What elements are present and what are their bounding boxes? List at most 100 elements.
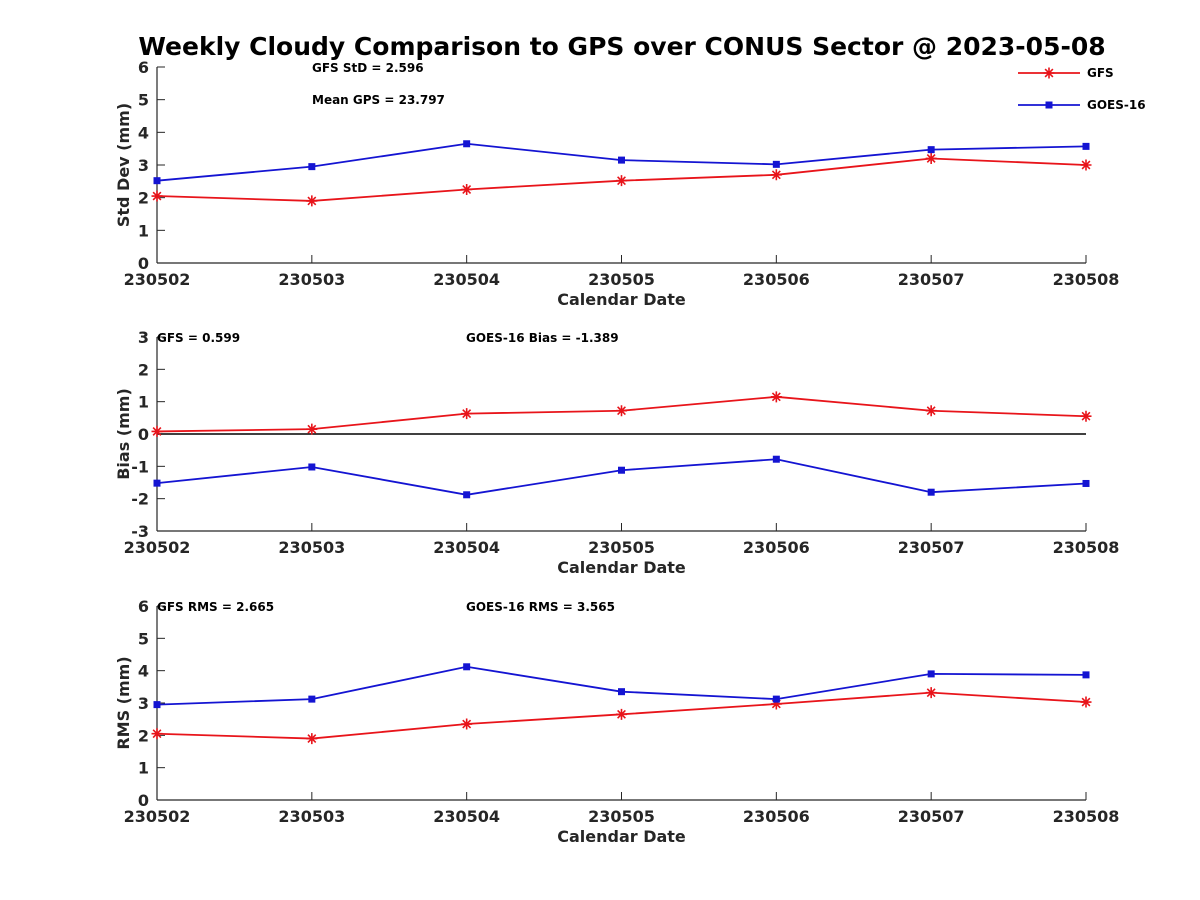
stat-annotation: GOES-16 Bias = -1.389: [466, 331, 619, 345]
x-tick-label: 230507: [898, 270, 965, 289]
y-axis-label: RMS (mm): [114, 656, 133, 749]
data-point: [308, 695, 316, 703]
legend-marker: [1045, 101, 1053, 109]
x-tick-label: 230504: [433, 807, 500, 826]
legend-label: GFS: [1087, 66, 1114, 80]
y-tick-label: 0: [138, 254, 149, 273]
data-point: [463, 140, 471, 148]
data-point: [153, 701, 161, 709]
data-point: [151, 728, 163, 740]
legend-marker: [1043, 67, 1055, 79]
y-tick-label: -2: [131, 490, 149, 509]
chart-title: Weekly Cloudy Comparison to GPS over CON…: [138, 32, 1105, 61]
series-gfs: [151, 687, 1092, 745]
legend: GFS GOES-16: [1018, 66, 1146, 112]
legend-item: GOES-16: [1018, 98, 1146, 112]
data-point: [925, 152, 937, 164]
x-tick-label: 230508: [1053, 538, 1120, 557]
x-axis-label: Calendar Date: [557, 827, 686, 846]
y-tick-label: -1: [131, 457, 149, 476]
x-axis-label: Calendar Date: [557, 290, 686, 309]
series-gfs: [151, 391, 1092, 437]
data-point: [927, 146, 935, 154]
series-line: [156, 665, 1087, 706]
y-axis-label: Bias (mm): [114, 388, 133, 480]
data-point: [925, 687, 937, 699]
y-tick-label: 3: [138, 694, 149, 713]
y-axis-label: Std Dev (mm): [114, 103, 133, 227]
y-tick-label: 2: [138, 189, 149, 208]
x-tick-label: 230503: [278, 538, 345, 557]
data-point: [927, 488, 935, 496]
data-point: [772, 695, 780, 703]
stat-annotation: GFS RMS = 2.665: [157, 600, 274, 614]
x-tick-label: 230502: [124, 807, 191, 826]
x-tick-label: 230503: [278, 270, 345, 289]
y-tick-label: 6: [138, 58, 149, 77]
x-tick-label: 230502: [124, 538, 191, 557]
y-tick-label: 1: [138, 393, 149, 412]
y-tick-label: 0: [138, 791, 149, 810]
series-goes-16: [153, 663, 1090, 709]
stat-annotation: GFS = 0.599: [157, 331, 240, 345]
data-point: [1080, 159, 1092, 171]
data-point: [463, 491, 471, 499]
x-axis-label: Calendar Date: [557, 558, 686, 577]
y-tick-label: 4: [138, 662, 149, 681]
y-tick-label: 0: [138, 425, 149, 444]
x-tick-label: 230502: [124, 270, 191, 289]
y-tick-label: 3: [138, 328, 149, 347]
data-point: [1082, 142, 1090, 150]
x-tick-label: 230506: [743, 270, 810, 289]
y-tick-label: 2: [138, 726, 149, 745]
y-tick-label: 4: [138, 123, 149, 142]
data-point: [927, 670, 935, 678]
data-point: [616, 405, 627, 417]
data-point: [153, 177, 161, 185]
y-tick-label: 1: [138, 759, 149, 778]
y-tick-label: 2: [138, 360, 149, 379]
data-point: [308, 463, 316, 471]
data-point: [770, 698, 782, 710]
y-tick-label: 5: [138, 91, 149, 110]
panel-2: -3 -2 -1 0 1 2 3 230502 230503 230504 230505 230506…: [114, 328, 1119, 577]
data-point: [925, 405, 937, 417]
y-tick-label: -3: [131, 522, 149, 541]
stat-annotation: Mean GPS = 23.797: [312, 93, 445, 107]
data-point: [461, 184, 473, 195]
series-line: [156, 458, 1087, 496]
data-point: [463, 663, 471, 671]
data-point: [772, 160, 780, 168]
series-gfs: [151, 152, 1092, 207]
x-tick-label: 230508: [1053, 270, 1120, 289]
data-point: [616, 708, 627, 720]
data-point: [153, 479, 161, 487]
data-point: [618, 466, 625, 474]
x-tick-label: 230504: [433, 270, 500, 289]
x-tick-label: 230505: [588, 538, 655, 557]
data-point: [306, 195, 318, 207]
x-tick-label: 230506: [743, 807, 810, 826]
x-tick-label: 230504: [433, 538, 500, 557]
panel-3: 0 1 2 3 4 5 6 230502 230503 230504 230505 230506 230…: [114, 597, 1119, 846]
data-point: [618, 688, 625, 696]
stat-annotation: GOES-16 RMS = 3.565: [466, 600, 615, 614]
y-tick-label: 6: [138, 597, 149, 616]
data-point: [306, 423, 318, 435]
legend-item: GFS: [1018, 66, 1114, 80]
x-tick-label: 230507: [898, 807, 965, 826]
y-tick-label: 3: [138, 156, 149, 175]
data-point: [1080, 410, 1092, 422]
x-tick-label: 230505: [588, 807, 655, 826]
stat-annotation: GFS StD = 2.596: [312, 61, 424, 75]
series-goes-16: [153, 455, 1090, 499]
data-point: [461, 408, 473, 420]
x-tick-label: 230506: [743, 538, 810, 557]
x-tick-label: 230508: [1053, 807, 1120, 826]
data-point: [461, 718, 473, 730]
x-tick-label: 230505: [588, 270, 655, 289]
y-tick-label: 5: [138, 629, 149, 648]
data-point: [151, 425, 163, 437]
series-goes-16: [153, 140, 1090, 185]
